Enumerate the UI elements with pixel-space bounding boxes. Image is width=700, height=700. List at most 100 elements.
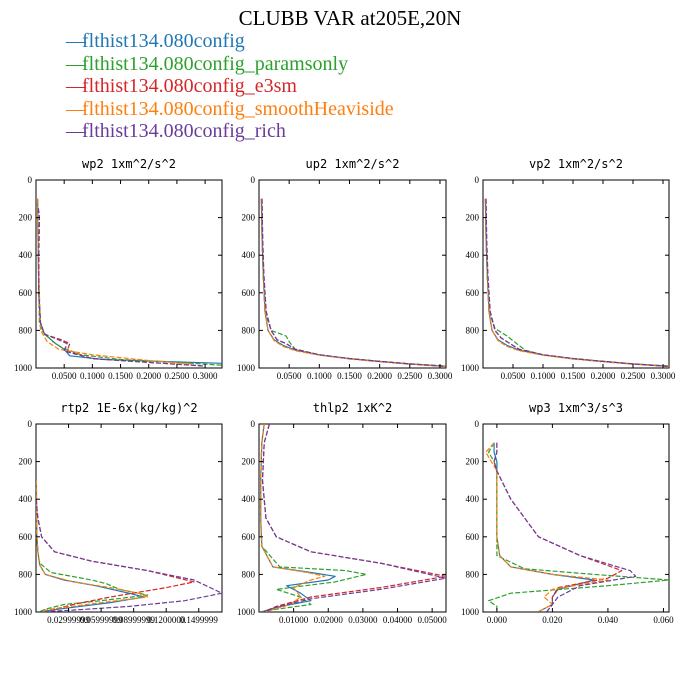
plot-frame xyxy=(35,423,223,613)
y-tick-label: 400 xyxy=(466,250,480,260)
x-tick-label: 0.01000 xyxy=(279,615,309,625)
legend-line-swatch: — xyxy=(66,52,86,75)
y-tick-label: 800 xyxy=(19,325,33,335)
series-line xyxy=(261,198,446,368)
x-tick-label: 0.2500 xyxy=(165,371,190,381)
y-tick-label: 1000 xyxy=(461,363,480,373)
x-tick-label: 0.08999999 xyxy=(112,615,155,625)
y-tick-label: 600 xyxy=(19,532,33,542)
x-tick-label: 0.2000 xyxy=(367,371,392,381)
y-tick-label: 600 xyxy=(466,532,480,542)
y-tick-label: 1000 xyxy=(14,607,33,617)
x-tick-label: 0.02000 xyxy=(314,615,344,625)
legend: —flthist134.080config —flthist134.080con… xyxy=(66,30,394,143)
y-tick-label: 1000 xyxy=(461,607,480,617)
series-line xyxy=(485,198,669,368)
y-tick-label: 600 xyxy=(19,288,33,298)
y-tick-label: 1000 xyxy=(237,363,256,373)
series-line xyxy=(485,198,669,368)
y-tick-label: 1000 xyxy=(14,363,33,373)
x-tick-label: 0.04000 xyxy=(383,615,413,625)
x-tick-label: 0.1500 xyxy=(337,371,362,381)
series-group xyxy=(37,198,222,367)
series-line xyxy=(484,198,669,367)
legend-label: flthist134.080config xyxy=(82,30,245,52)
series-line xyxy=(36,499,195,611)
series-line xyxy=(484,198,669,367)
y-tick-label: 800 xyxy=(466,325,480,335)
panel-title: thlp2 1xK^2 xyxy=(313,401,392,415)
y-tick-label: 400 xyxy=(19,250,33,260)
y-tick-label: 600 xyxy=(242,288,256,298)
y-tick-label: 800 xyxy=(466,569,480,579)
y-tick-label: 400 xyxy=(242,250,256,260)
chart-panel: up2 1xm^2/s^2 0 200 400 600 800 1000 0.0500 0.10… xyxy=(237,157,453,381)
x-tick-label: 0.1000 xyxy=(307,371,332,381)
x-tick-label: 0.0500 xyxy=(277,371,302,381)
panel-title: up2 1xm^2/s^2 xyxy=(306,157,400,171)
series-line xyxy=(485,442,609,612)
x-tick-label: 0.1500 xyxy=(561,371,586,381)
plot-frame xyxy=(258,179,447,369)
chart-panel: wp2 1xm^2/s^2 0 200 400 600 800 1000 0.0500 0.10… xyxy=(14,157,223,381)
series-group xyxy=(36,480,222,612)
legend-label: flthist134.080config_rich xyxy=(82,120,286,142)
y-tick-label: 200 xyxy=(242,457,256,467)
y-tick-label: 1000 xyxy=(237,607,256,617)
series-line xyxy=(37,198,222,366)
x-tick-label: 0.0500 xyxy=(52,371,77,381)
y-tick-label: 800 xyxy=(242,325,256,335)
series-line xyxy=(261,424,446,612)
x-tick-label: 0.1499999 xyxy=(180,615,219,625)
chart-panel: thlp2 1xK^2 0 200 400 600 800 1000 0.01000 0.020… xyxy=(237,401,447,625)
x-tick-label: 0.020 xyxy=(542,615,563,625)
legend-entry: —flthist134.080config_smoothHeaviside xyxy=(66,98,394,121)
y-tick-label: 200 xyxy=(19,457,33,467)
chart-panel: wp3 1xm^3/s^3 0 200 400 600 800 1000 0.000 0.020… xyxy=(461,401,674,625)
panel-title: wp3 1xm^3/s^3 xyxy=(529,401,623,415)
x-tick-label: 0.2500 xyxy=(397,371,422,381)
x-tick-label: 0.060 xyxy=(653,615,674,625)
y-tick-label: 0 xyxy=(28,419,33,429)
legend-entry: —flthist134.080config_paramsonly xyxy=(66,53,394,76)
y-tick-label: 600 xyxy=(242,532,256,542)
y-tick-label: 400 xyxy=(466,494,480,504)
y-tick-label: 0 xyxy=(251,175,256,185)
plot-frame xyxy=(35,179,223,369)
chart-panel: vp2 1xm^2/s^2 0 200 400 600 800 1000 0.0500 0.10… xyxy=(461,157,676,381)
x-tick-label: 0.2500 xyxy=(621,371,646,381)
series-line xyxy=(37,208,206,367)
y-tick-label: 0 xyxy=(251,419,256,429)
series-line xyxy=(36,480,145,612)
x-tick-label: 0.02999999 xyxy=(47,615,90,625)
x-tick-label: 0.1500 xyxy=(108,371,133,381)
legend-line-swatch: — xyxy=(66,75,86,97)
series-line xyxy=(260,198,446,367)
y-tick-label: 200 xyxy=(466,213,480,223)
plot-frame xyxy=(482,423,670,613)
series-line xyxy=(260,424,326,612)
y-tick-label: 200 xyxy=(19,213,33,223)
panel-title: wp2 1xm^2/s^2 xyxy=(82,157,176,171)
series-group xyxy=(485,442,669,612)
legend-entry: —flthist134.080config_rich xyxy=(66,120,394,143)
series-line xyxy=(36,499,222,612)
plot-frame xyxy=(482,179,670,369)
x-tick-label: 0.2000 xyxy=(591,371,616,381)
legend-label: flthist134.080config_e3sm xyxy=(82,75,297,97)
legend-entry: —flthist134.080config xyxy=(66,30,394,53)
y-tick-label: 400 xyxy=(242,494,256,504)
x-tick-label: 0.2000 xyxy=(136,371,161,381)
x-tick-label: 0.1000 xyxy=(80,371,105,381)
series-line xyxy=(37,198,222,364)
x-tick-label: 0.040 xyxy=(598,615,619,625)
x-tick-label: 0.05999999 xyxy=(80,615,123,625)
series-group xyxy=(484,198,669,368)
chart-panel: rtp2 1E-6x(kg/kg)^2 0 200 400 600 800 1000 0.02… xyxy=(14,401,223,625)
series-line xyxy=(260,424,367,612)
y-tick-label: 800 xyxy=(242,569,256,579)
series-line xyxy=(37,198,194,365)
legend-label: flthist134.080config_paramsonly xyxy=(82,52,349,75)
series-group xyxy=(260,424,446,612)
series-line xyxy=(484,198,669,368)
